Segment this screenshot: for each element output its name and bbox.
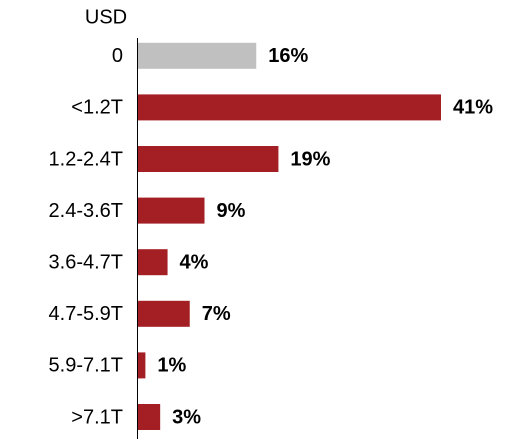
value-label: 7% (202, 303, 231, 325)
bar (138, 42, 257, 69)
bar (138, 146, 279, 172)
category-label: <1.2T (71, 97, 123, 119)
value-label: 1% (157, 355, 186, 377)
bar (138, 352, 146, 379)
category-label: 5.9-7.1T (49, 355, 123, 377)
category-label: 2.4-3.6T (49, 200, 123, 222)
value-label: 9% (217, 200, 246, 222)
bar (138, 404, 161, 430)
value-label: 3% (172, 406, 201, 428)
value-label: 4% (180, 251, 209, 273)
category-label: 4.7-5.9T (49, 303, 123, 325)
category-label: >7.1T (71, 406, 123, 428)
bar (138, 197, 205, 224)
bar (138, 94, 441, 121)
bar (138, 249, 168, 276)
value-label: 19% (290, 148, 330, 170)
category-label: 3.6-4.7T (49, 251, 123, 273)
category-label: 0 (112, 45, 123, 67)
value-label: 16% (268, 45, 308, 67)
category-label: 1.2-2.4T (49, 148, 123, 170)
value-label: 41% (453, 97, 493, 119)
bar (138, 300, 190, 327)
axis-label: USD (85, 6, 127, 28)
